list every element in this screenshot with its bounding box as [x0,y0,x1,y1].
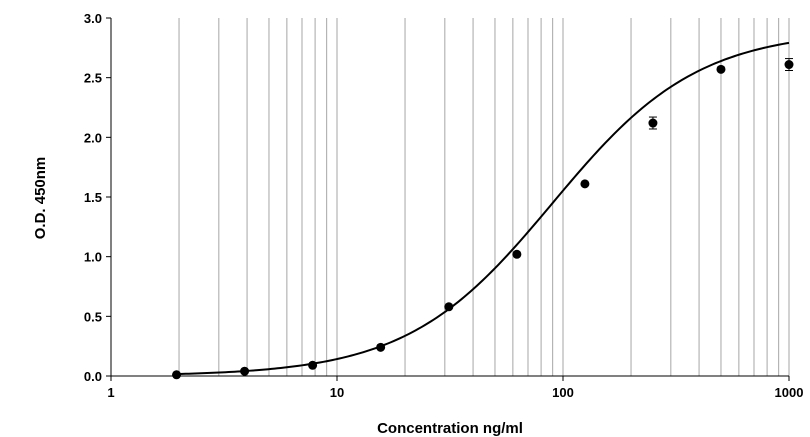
data-point [240,366,250,376]
x-tick-label: 1 [107,385,114,400]
fit-curve [176,41,790,376]
data-points [172,58,794,380]
x-tick-label: 100 [552,385,574,400]
ticks: 0.0 0.5 1.0 1.5 2.0 2.5 3.0 1 10 100 1000 [84,11,804,400]
data-point [444,302,454,312]
x-tick-label: 10 [330,385,344,400]
data-point [308,360,318,370]
fit-curve-group [176,41,790,376]
y-tick-label: 2.5 [84,71,102,86]
data-point [580,179,590,189]
data-point [512,249,522,259]
y-tick-label: 1.0 [84,250,102,265]
data-point [172,370,182,380]
data-point [784,60,794,70]
y-tick-label: 1.5 [84,190,102,205]
y-tick-label: 0.0 [84,369,102,384]
axes [110,18,789,377]
y-axis-title: O.D. 450nm [32,157,49,240]
grid [178,18,790,376]
y-tick-label: 2.0 [84,130,102,145]
data-point [376,342,386,352]
data-point [648,118,658,128]
x-tick-label: 1000 [775,385,804,400]
x-axis-title: Concentration ng/ml [377,420,523,437]
y-tick-label: 3.0 [84,11,102,26]
y-tick-label: 0.5 [84,309,102,324]
data-point [716,64,726,74]
